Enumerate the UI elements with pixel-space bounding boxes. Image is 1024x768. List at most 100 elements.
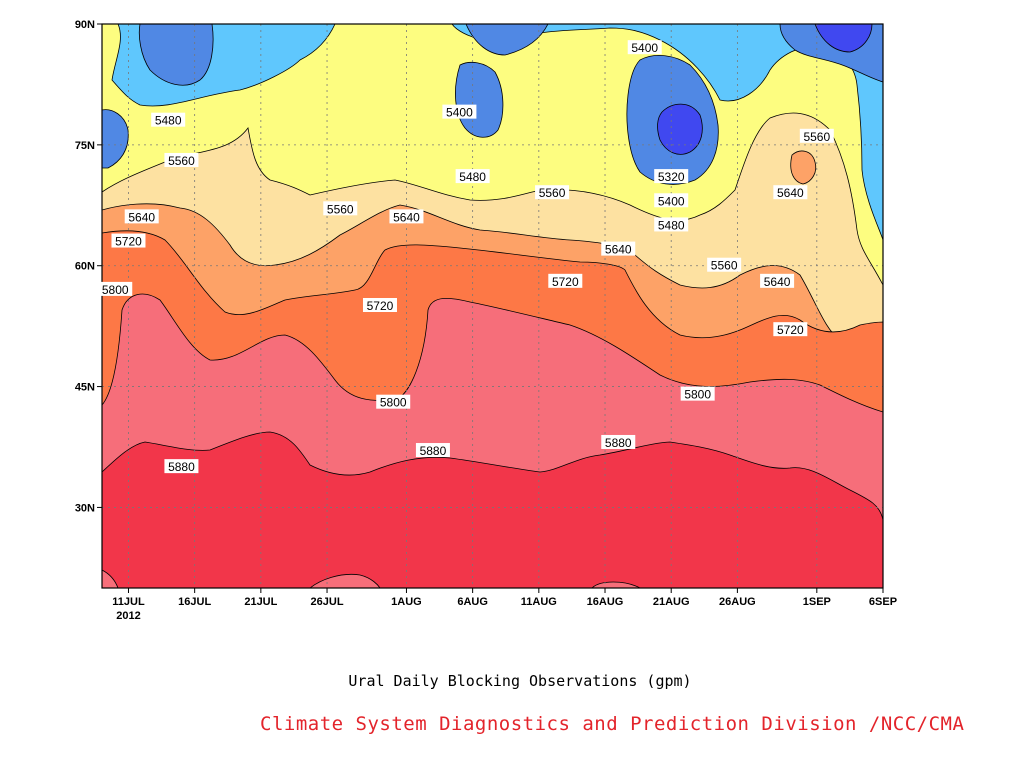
contour-label-5640: 5640 [389, 209, 424, 224]
blob-5640-5720-east [790, 150, 817, 185]
contour-label-5560: 5560 [535, 185, 570, 200]
y-axis-ticks: 90N 75N 60N 45N 30N [75, 19, 102, 514]
blob-below-5320 [657, 103, 703, 155]
y-tick-label: 45N [75, 382, 95, 394]
contour-label-5720: 5720 [111, 233, 146, 249]
y-tick-label: 75N [75, 140, 95, 152]
contour-label-bg [111, 233, 146, 248]
x-tick-label: 26AUG [719, 596, 756, 608]
contour-label-5720: 5720 [548, 273, 583, 289]
contour-label-5400: 5400 [627, 40, 662, 55]
contour-label-5560: 5560 [707, 257, 742, 273]
x-tick-label: 21AUG [653, 596, 690, 608]
contour-label-5560: 5560 [164, 152, 199, 168]
credit-line: Climate System Diagnostics and Predictio… [260, 713, 965, 735]
contour-label-bg [654, 217, 689, 232]
contour-label-bg [98, 281, 133, 296]
x-tick-label: 11JUL [112, 596, 145, 608]
contour-label-bg [389, 209, 424, 224]
contour-label-bg [164, 459, 199, 474]
x-tick-label: 1AUG [391, 596, 422, 608]
contour-label-text: 5560 [803, 130, 830, 144]
contour-label-text: 5560 [539, 186, 566, 200]
contour-label-bg [323, 201, 358, 216]
x-tick-label: 16JUL [178, 596, 211, 608]
contour-label-bg [548, 273, 583, 288]
contour-labels: 5400 5400 5480 5560 5560 5320 5480 5560 5400 5640… [98, 40, 834, 474]
contour-label-5640: 5640 [601, 241, 636, 257]
contour-label-text: 5640 [128, 210, 155, 224]
contour-label-5400: 5400 [442, 104, 477, 120]
contour-label-bg [124, 209, 159, 224]
contour-label-text: 5560 [168, 154, 195, 168]
contour-label-5480: 5480 [455, 169, 490, 184]
contour-label-5720: 5720 [362, 298, 397, 313]
contour-label-bg [654, 169, 689, 184]
contour-label-bg [799, 128, 834, 143]
blob-5320-5400-northwest [138, 24, 214, 86]
x-tick-label: 1SEP [803, 596, 831, 608]
x-tick-label: 26JUL [311, 596, 344, 608]
contour-label-text: 5400 [631, 41, 658, 55]
contour-label-text: 5720 [777, 323, 804, 337]
y-tick-label: 60N [75, 261, 95, 273]
contour-label-text: 5480 [459, 170, 486, 184]
contour-label-text: 5800 [102, 283, 129, 297]
contour-label-text: 5720 [115, 235, 142, 249]
contour-label-text: 5880 [168, 460, 195, 474]
x-tick-label: 21JUL [244, 596, 277, 608]
contour-label-bg [773, 322, 808, 337]
contour-label-text: 5400 [658, 194, 685, 208]
contour-label-text: 5880 [420, 444, 447, 458]
contour-label-text: 5640 [764, 275, 791, 289]
contour-label-text: 5560 [327, 202, 354, 216]
blob-5320-5400-north [465, 24, 549, 56]
contour-label-5320: 5320 [654, 169, 689, 184]
band-above-5880 [102, 431, 883, 588]
contour-label-bg [601, 434, 636, 449]
x-tick-label: 6AUG [457, 596, 488, 608]
chart-caption: Ural Daily Blocking Observations (gpm) [348, 672, 692, 690]
contour-label-5640: 5640 [773, 185, 808, 200]
contour-label-text: 5720 [367, 299, 394, 313]
contour-label-5640: 5640 [124, 209, 159, 224]
contour-label-5640: 5640 [760, 273, 795, 289]
contour-label-bg [760, 273, 795, 288]
contour-label-5800: 5800 [680, 386, 715, 402]
contour-label-bg [164, 152, 199, 167]
contour-label-bg [773, 185, 808, 200]
x-axis-ticks: 11JUL 16JUL 21JUL 26JUL 1AUG 6AUG 11AUG 16AUG 21… [112, 588, 897, 622]
contour-label-bg [707, 257, 742, 272]
contour-label-bg [415, 443, 450, 458]
gridlines [102, 24, 883, 588]
contour-label-text: 5880 [605, 436, 632, 450]
x-year-label: 2012 [116, 610, 140, 622]
contour-label-text: 5800 [380, 396, 407, 410]
contour-label-5480: 5480 [654, 217, 689, 232]
blob-5880-south [309, 573, 381, 588]
contour-label-text: 5320 [658, 170, 685, 184]
contour-label-text: 5480 [155, 114, 182, 128]
contour-label-bg [627, 40, 662, 55]
y-tick-label: 30N [75, 502, 95, 514]
plot-frame [101, 23, 884, 589]
contour-label-bg [601, 241, 636, 256]
contour-label-bg [442, 104, 477, 119]
contour-label-text: 5640 [777, 186, 804, 200]
contour-label-5400: 5400 [654, 193, 689, 208]
x-tick-label: 11AUG [521, 596, 557, 608]
contour-label-5560: 5560 [323, 201, 358, 216]
contour-label-5880: 5880 [164, 459, 199, 474]
contour-label-bg [362, 298, 397, 312]
blob-below-5320-northeast [814, 24, 873, 53]
contour-label-5880: 5880 [415, 443, 450, 458]
contour-label-text: 5400 [446, 106, 473, 120]
contour-label-bg [376, 394, 411, 409]
contour-label-text: 5640 [605, 243, 632, 257]
contour-fills [102, 24, 883, 588]
contour-label-5800: 5800 [376, 394, 411, 410]
contour-label-text: 5640 [393, 210, 420, 224]
contour-label-text: 5800 [684, 388, 711, 402]
contour-label-bg [535, 185, 570, 200]
